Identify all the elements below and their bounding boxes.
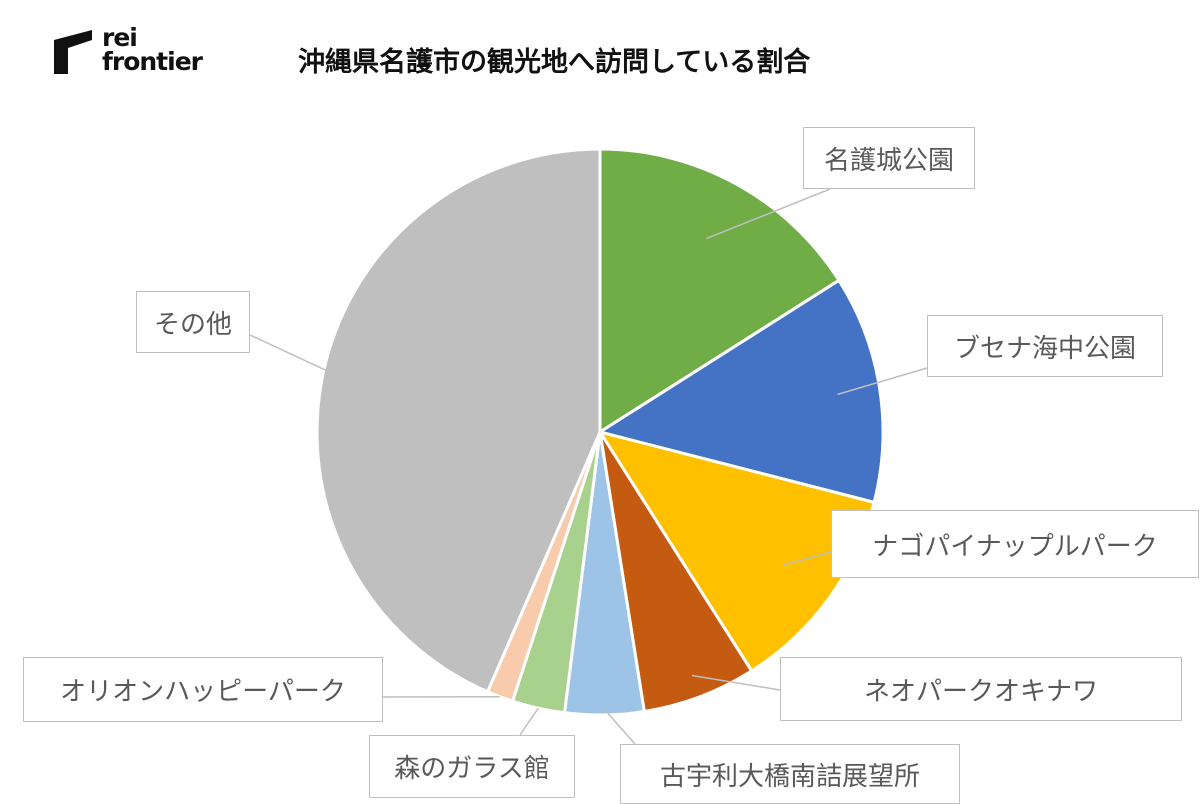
label-orion-happy-park: オリオンハッピーパーク (23, 657, 383, 722)
label-nago-pineapple-park: ナゴパイナップルパーク (831, 510, 1199, 578)
label-busena-marine-park: ブセナ海中公園 (927, 315, 1163, 377)
pie-slices (317, 149, 883, 715)
label-neopark-okinawa: ネオパークオキナワ (780, 657, 1182, 721)
label-kouri-bridge-viewpoint: 古宇利大橋南詰展望所 (620, 744, 960, 804)
label-forest-glass-museum: 森のガラス館 (369, 735, 575, 798)
leader-line-forest-glass-museum (520, 708, 538, 735)
label-other: その他 (136, 291, 250, 353)
label-nago-castle-park: 名護城公園 (803, 127, 975, 189)
